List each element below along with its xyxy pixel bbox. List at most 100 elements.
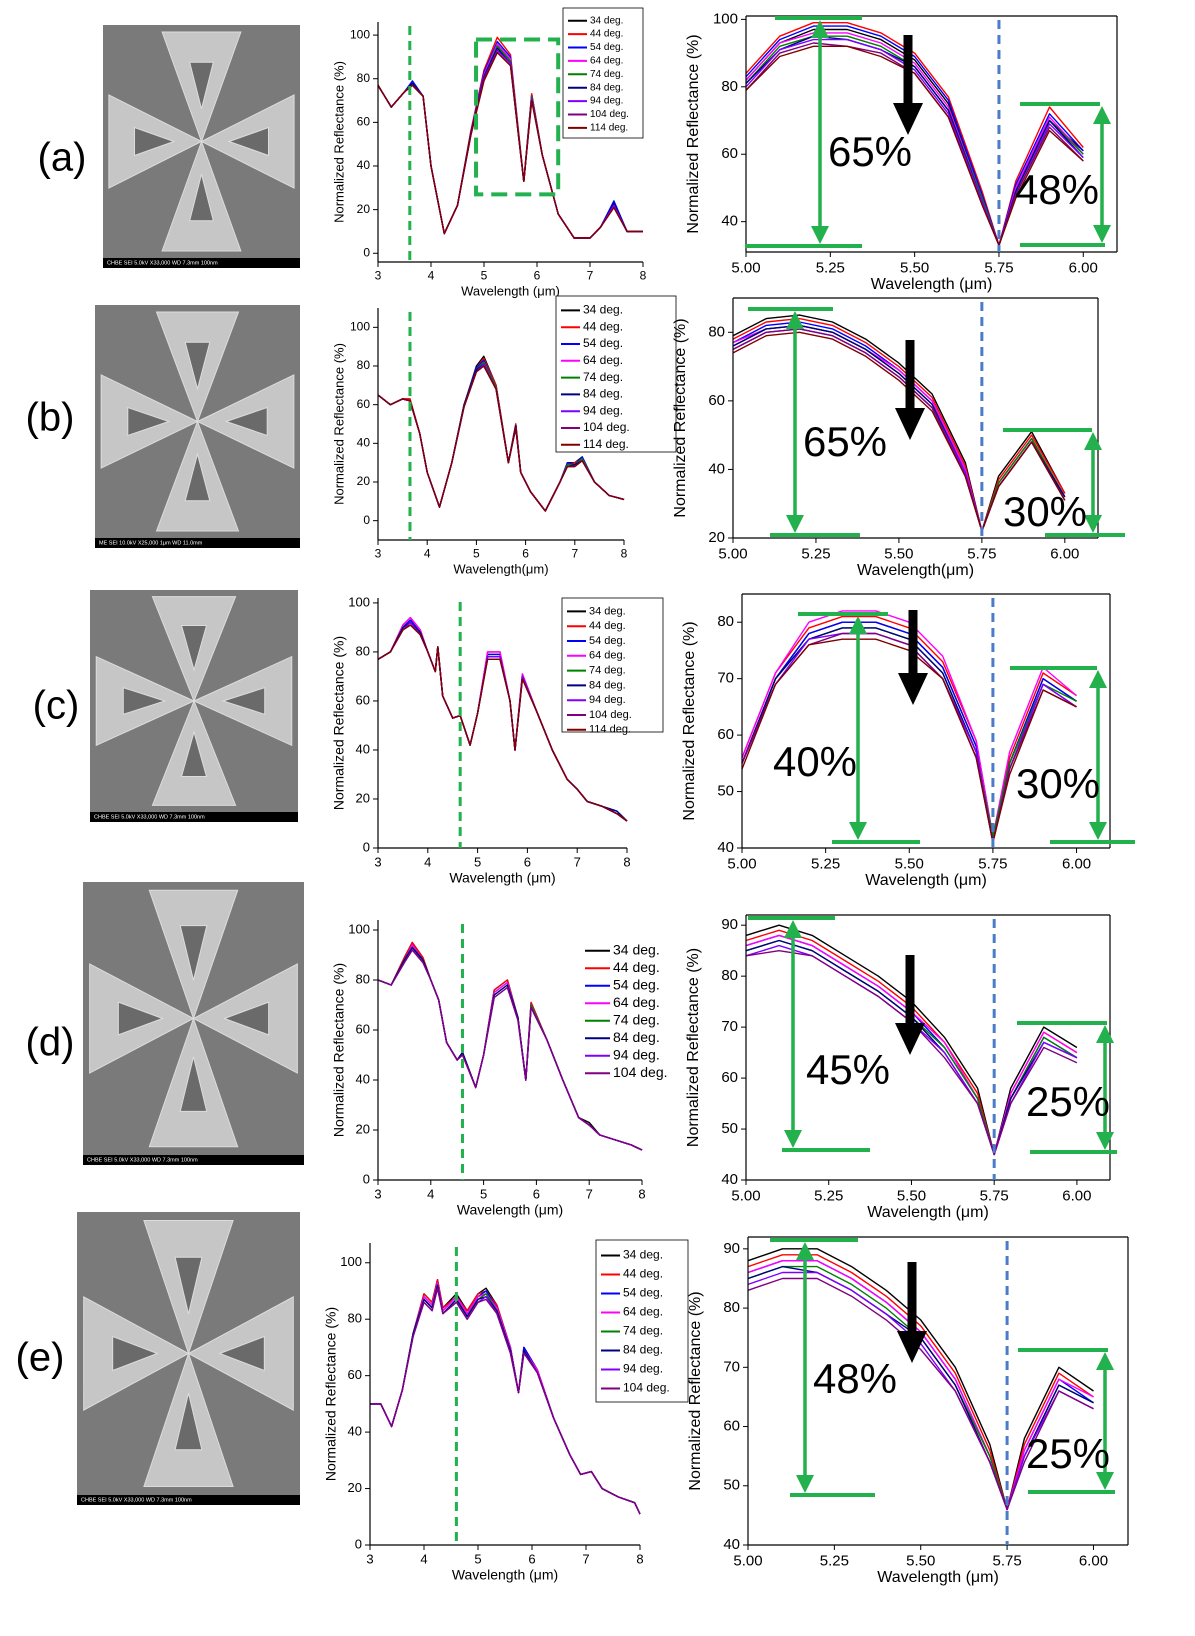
y-tick-label: 40 bbox=[357, 158, 371, 172]
sem-hole bbox=[134, 126, 176, 157]
x-tick-label: 7 bbox=[574, 855, 581, 870]
sem-hole bbox=[179, 1056, 208, 1112]
sem-hole bbox=[127, 406, 171, 437]
x-tick-label: 8 bbox=[640, 269, 647, 283]
annotation-label: 30% bbox=[1016, 760, 1100, 807]
y-tick-label: 80 bbox=[357, 358, 371, 372]
sem-hole bbox=[224, 406, 268, 437]
panel-label: (d) bbox=[26, 1021, 75, 1065]
legend-label: 94 deg. bbox=[583, 403, 623, 417]
arrow-head bbox=[796, 1242, 814, 1260]
y-axis-title: Normalized Reflectance (%) bbox=[323, 1307, 339, 1481]
x-tick-label: 3 bbox=[374, 855, 381, 870]
sem-hole bbox=[180, 625, 208, 672]
annotation-label: 25% bbox=[1026, 1430, 1110, 1477]
y-tick-label: 60 bbox=[348, 1367, 362, 1382]
series-line bbox=[747, 1260, 1094, 1511]
y-tick-label: 40 bbox=[717, 839, 734, 856]
y-tick-label: 20 bbox=[348, 1480, 362, 1495]
x-axis-title: Wavelength (μm) bbox=[452, 1567, 558, 1583]
arrow-head bbox=[784, 1130, 802, 1148]
legend-label: 44 deg. bbox=[589, 620, 626, 632]
sem-hole bbox=[179, 925, 208, 981]
series-line bbox=[741, 615, 1077, 838]
sem-image: ME SEI 10.0kV X25,000 1μm WD 11.0mm bbox=[95, 305, 300, 548]
y-tick-label: 60 bbox=[717, 726, 734, 743]
x-tick-label: 3 bbox=[366, 1552, 373, 1567]
x-axis-title: Wavelength (μm) bbox=[871, 276, 993, 293]
arrow-head bbox=[1089, 822, 1107, 840]
series-line bbox=[377, 941, 643, 1151]
highlight-box bbox=[474, 37, 561, 197]
series-line bbox=[745, 35, 1084, 246]
x-axis-title: Wavelength (μm) bbox=[867, 1204, 989, 1221]
x-tick-label: 5 bbox=[481, 269, 488, 283]
sem-hole bbox=[189, 61, 214, 110]
series-line bbox=[745, 924, 1078, 1156]
legend-label: 114 deg. bbox=[590, 123, 628, 134]
legend-label: 94 deg. bbox=[589, 694, 626, 706]
series-line bbox=[745, 939, 1078, 1156]
y-tick-label: 50 bbox=[721, 1120, 738, 1137]
legend-label: 104 deg. bbox=[613, 1064, 668, 1080]
x-tick-label: 5.25 bbox=[816, 259, 845, 276]
arrow-head bbox=[1093, 106, 1111, 124]
legend-label: 34 deg. bbox=[589, 605, 626, 617]
y-tick-label: 40 bbox=[348, 1424, 362, 1439]
y-tick-label: 40 bbox=[721, 213, 738, 230]
arrow-head bbox=[849, 822, 867, 840]
x-tick-label: 7 bbox=[586, 1187, 593, 1202]
trend-arrow-head bbox=[893, 103, 923, 135]
legend-label: 74 deg. bbox=[583, 370, 623, 384]
series-line bbox=[377, 946, 643, 1151]
x-tick-label: 5 bbox=[474, 855, 481, 870]
x-tick-label: 5.50 bbox=[895, 855, 924, 872]
y-tick-label: 80 bbox=[721, 78, 738, 95]
y-tick-label: 100 bbox=[350, 27, 370, 41]
x-tick-label: 8 bbox=[638, 1187, 645, 1202]
x-axis-title: Wavelength (μm) bbox=[865, 872, 987, 889]
series-line bbox=[377, 949, 643, 1151]
x-tick-label: 7 bbox=[587, 269, 594, 283]
panel-label: (e) bbox=[16, 1336, 65, 1380]
sem-footer: CHBE SEI 5.0kV X33,000 WD 7.3mm 100nm bbox=[94, 814, 205, 820]
x-tick-label: 6.00 bbox=[1062, 1187, 1091, 1204]
y-tick-label: 60 bbox=[357, 115, 371, 129]
x-tick-label: 5.00 bbox=[718, 545, 747, 562]
y-axis-title: Normalized Reflectance (%) bbox=[681, 621, 698, 820]
panel-label: (c) bbox=[33, 684, 80, 728]
x-tick-label: 5.25 bbox=[801, 545, 830, 562]
y-axis-title: Normalized Reflectance (%) bbox=[685, 948, 702, 1147]
series-line bbox=[741, 610, 1077, 838]
x-tick-label: 5.25 bbox=[820, 1552, 849, 1569]
legend-label: 94 deg. bbox=[590, 96, 623, 107]
x-axis-title: Wavelength (μm) bbox=[461, 283, 560, 298]
legend-label: 104 deg. bbox=[583, 420, 630, 434]
sem-image: CHBE SEI 5.0kV X33,000 WD 7.3mm 100nm bbox=[77, 1212, 300, 1505]
legend-box bbox=[562, 7, 644, 139]
y-tick-label: 60 bbox=[356, 692, 370, 707]
x-tick-label: 3 bbox=[374, 1187, 381, 1202]
y-tick-label: 70 bbox=[717, 670, 734, 687]
series-line bbox=[745, 934, 1078, 1156]
y-tick-label: 50 bbox=[723, 1477, 740, 1494]
x-tick-label: 5.50 bbox=[897, 1187, 926, 1204]
sem-footer: CHBE SEI 5.0kV X33,000 WD 7.3mm 100nm bbox=[107, 260, 218, 266]
x-tick-label: 7 bbox=[571, 547, 578, 561]
x-tick-label: 5.75 bbox=[992, 1552, 1021, 1569]
legend-label: 64 deg. bbox=[623, 1305, 663, 1319]
y-tick-label: 80 bbox=[717, 613, 734, 630]
y-tick-label: 90 bbox=[723, 1240, 740, 1257]
legend-label: 64 deg. bbox=[589, 650, 626, 662]
legend-label: 84 deg. bbox=[590, 82, 623, 93]
x-tick-label: 7 bbox=[582, 1552, 589, 1567]
y-tick-label: 80 bbox=[356, 971, 370, 986]
series-line bbox=[377, 941, 643, 1151]
x-tick-label: 4 bbox=[424, 855, 431, 870]
legend-label: 84 deg. bbox=[583, 387, 623, 401]
y-tick-label: 70 bbox=[723, 1358, 740, 1375]
legend-label: 104 deg. bbox=[589, 709, 632, 721]
x-tick-label: 6.00 bbox=[1069, 259, 1098, 276]
sem-footer-bar bbox=[77, 1495, 300, 1505]
arrow-head bbox=[796, 1475, 814, 1493]
